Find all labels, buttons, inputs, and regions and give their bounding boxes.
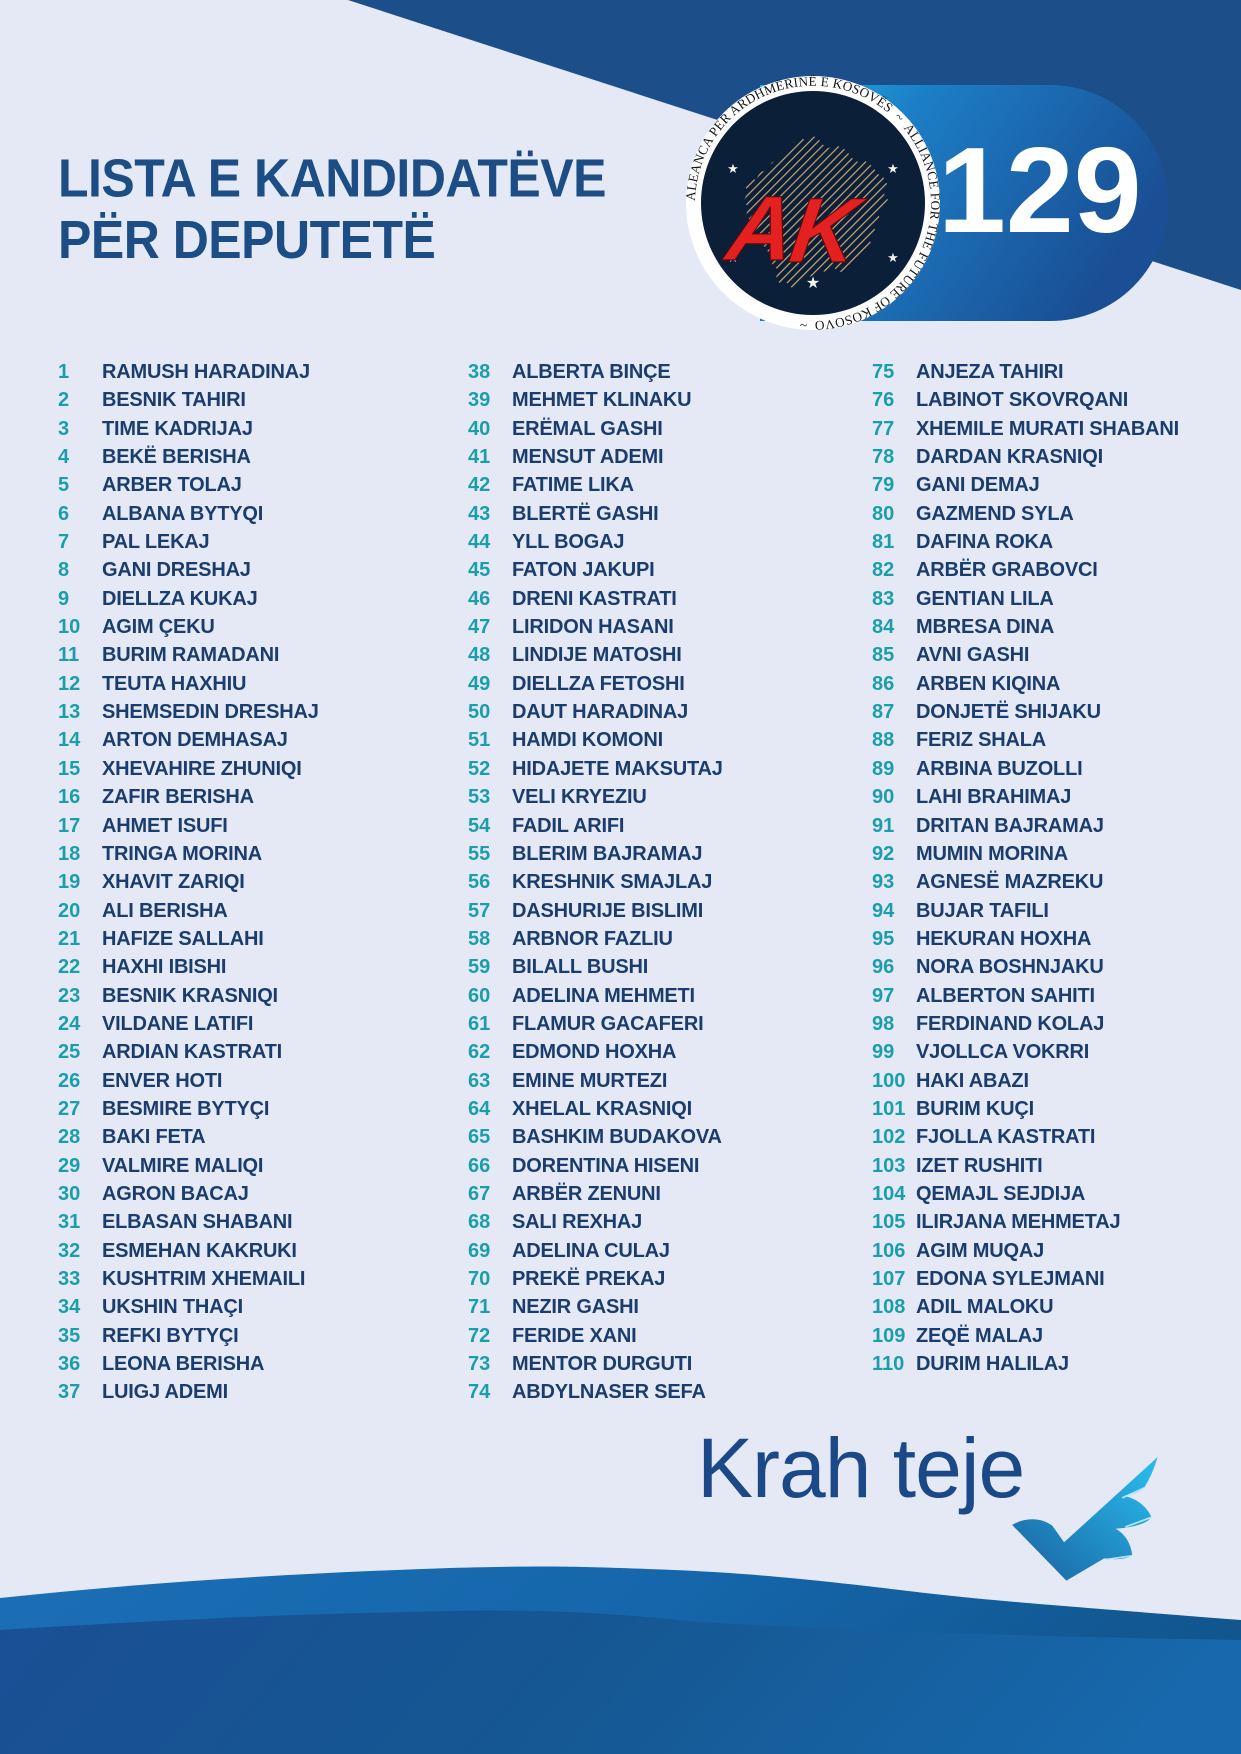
svg-text:★: ★ (887, 250, 899, 265)
svg-text:Krah teje: Krah teje (697, 1421, 1024, 1515)
svg-text:129: 129 (938, 122, 1142, 258)
svg-text:★: ★ (887, 161, 899, 176)
svg-text:★: ★ (727, 161, 739, 176)
